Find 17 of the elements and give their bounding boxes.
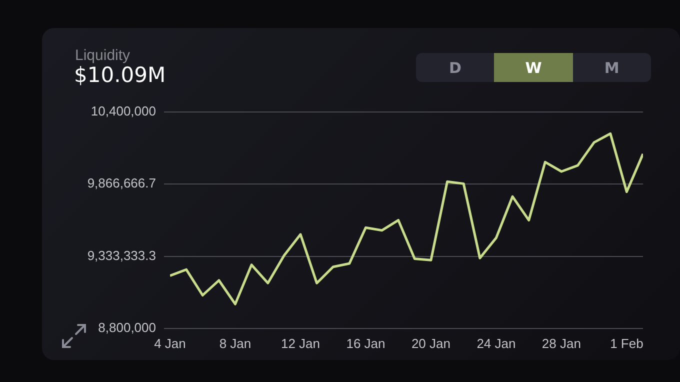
x-tick-label: 1 Feb [610,336,644,351]
text: W [494,53,573,82]
text: D [448,58,462,78]
x-tick-label: 4 Jan [154,336,186,351]
chart-subtitle: $10.09M [74,63,166,87]
x-tick-label: 12 Jan [280,336,320,351]
y-tick-label: 8,800,000 [98,320,156,335]
x-tick-label: 20 Jan [411,336,450,351]
x-tick-label: 8 Jan [219,336,252,351]
y-tick-label: 10,400,000 [90,104,156,119]
x-tick-label: 16 Jan [346,336,386,351]
y-tick-label: 9,333,333.3 [87,248,156,263]
y-tick-label: 9,866,666.7 [87,176,156,191]
x-tick-label: 24 Jan [476,336,516,351]
chart-title: Liquidity [75,47,130,64]
x-tick-label: 28 Jan [542,336,581,351]
text: M [603,58,620,78]
